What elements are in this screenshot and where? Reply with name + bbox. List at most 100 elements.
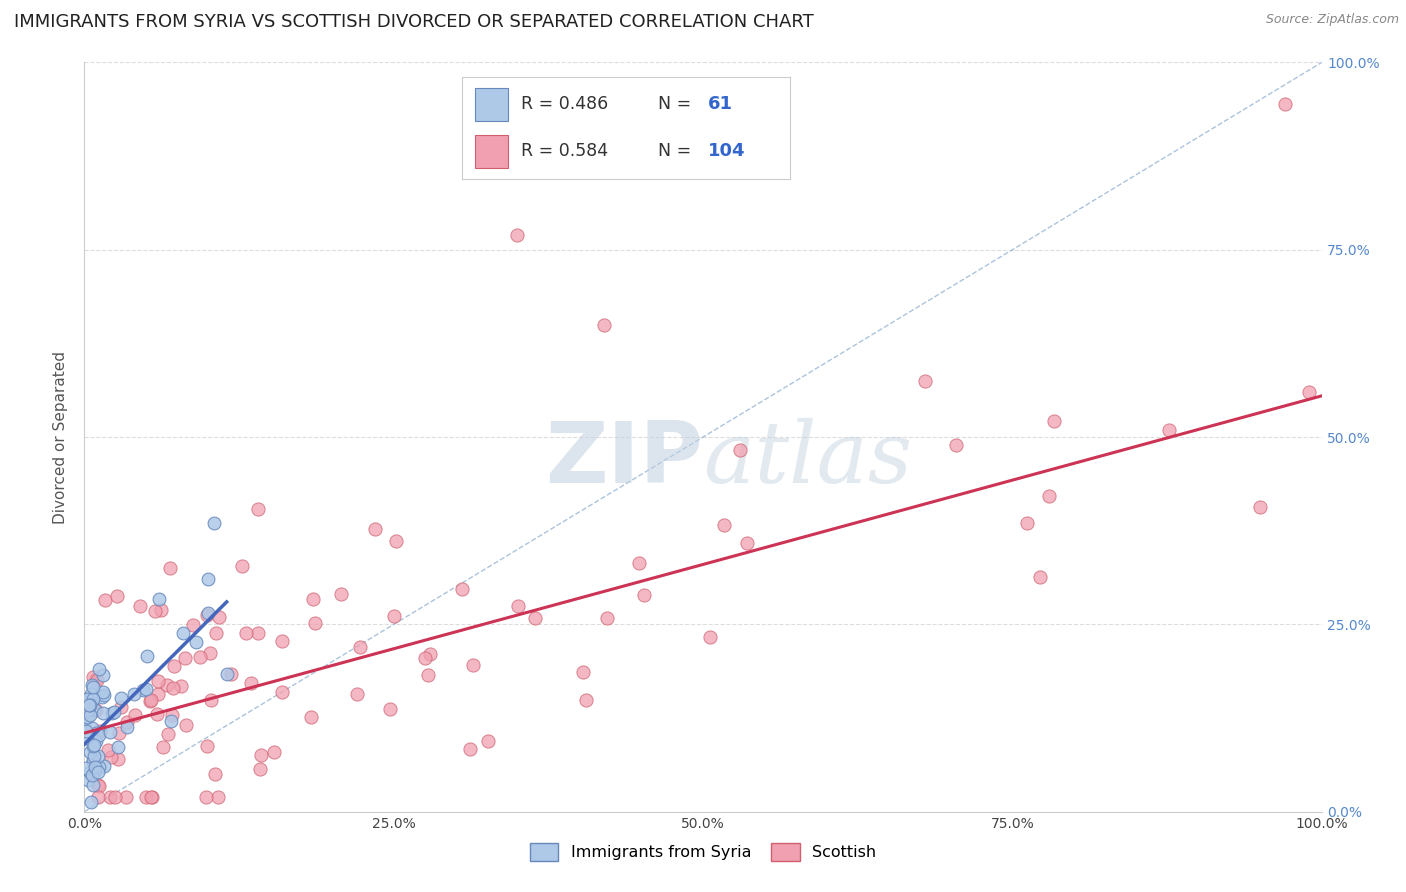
Point xyxy=(246,626,269,640)
Legend: Immigrants from Syria, Scottish: Immigrants from Syria, Scottish xyxy=(523,836,883,867)
Point xyxy=(302,592,325,607)
Point xyxy=(463,658,485,673)
Point xyxy=(93,593,115,607)
Point xyxy=(86,673,108,688)
Point xyxy=(152,740,174,755)
Point xyxy=(945,438,967,452)
Point xyxy=(156,678,179,692)
Point xyxy=(148,591,170,606)
Text: ZIP: ZIP xyxy=(546,418,703,501)
Point xyxy=(84,703,107,717)
Point xyxy=(239,676,262,690)
Point xyxy=(84,757,107,772)
Point xyxy=(418,668,440,682)
Point xyxy=(156,727,179,741)
Point xyxy=(160,714,183,729)
Point xyxy=(105,589,128,603)
Point xyxy=(219,666,242,681)
Point xyxy=(207,789,229,804)
Point xyxy=(1038,489,1060,503)
Point xyxy=(572,665,595,679)
Point xyxy=(82,680,104,694)
Point xyxy=(163,659,186,673)
Point xyxy=(82,768,104,782)
Y-axis label: Divorced or Separated: Divorced or Separated xyxy=(53,351,69,524)
Point xyxy=(110,690,132,705)
Point xyxy=(77,698,100,712)
Point xyxy=(93,706,115,720)
Point xyxy=(82,753,104,767)
Point xyxy=(76,692,98,706)
Point xyxy=(132,683,155,698)
Point xyxy=(914,374,936,388)
Point xyxy=(200,693,222,707)
Point xyxy=(77,703,100,717)
Point xyxy=(1043,414,1066,428)
Point xyxy=(162,707,184,722)
Point xyxy=(451,582,474,596)
Point xyxy=(79,745,101,759)
Point xyxy=(91,668,114,682)
Point xyxy=(80,795,103,809)
Point xyxy=(247,502,270,516)
Point xyxy=(122,687,145,701)
Point xyxy=(76,710,98,724)
Point xyxy=(79,698,101,712)
Point xyxy=(249,748,271,763)
Point xyxy=(97,743,120,757)
Point xyxy=(159,561,181,575)
Point xyxy=(170,679,193,693)
Text: atlas: atlas xyxy=(703,418,912,501)
Point xyxy=(349,640,371,654)
Point xyxy=(458,741,481,756)
Point xyxy=(162,681,184,696)
Point xyxy=(200,646,222,660)
Point xyxy=(86,778,108,792)
Point xyxy=(380,702,402,716)
Point xyxy=(172,626,194,640)
Point xyxy=(195,739,218,753)
Point xyxy=(135,681,157,696)
Point xyxy=(80,721,103,735)
Point xyxy=(699,630,721,644)
Point xyxy=(93,688,115,702)
Point xyxy=(108,726,131,740)
Point xyxy=(329,587,352,601)
Point xyxy=(150,603,173,617)
Point xyxy=(93,685,115,699)
Point xyxy=(80,678,103,692)
Point xyxy=(84,734,107,748)
Point xyxy=(87,749,110,764)
Point xyxy=(82,670,104,684)
Point xyxy=(263,745,285,759)
Point xyxy=(174,651,197,665)
Point xyxy=(382,608,405,623)
Point xyxy=(98,789,121,804)
Point xyxy=(89,723,111,738)
Point xyxy=(593,318,616,332)
Point xyxy=(1249,500,1271,514)
Point xyxy=(713,517,735,532)
Point xyxy=(75,724,97,739)
Point xyxy=(184,635,207,649)
Point xyxy=(633,588,655,602)
Point xyxy=(523,611,546,625)
Point xyxy=(77,772,100,787)
Point xyxy=(110,699,132,714)
Point xyxy=(195,608,218,623)
Point xyxy=(107,739,129,754)
Point xyxy=(596,611,619,625)
Point xyxy=(124,708,146,723)
Point xyxy=(82,778,104,792)
Point xyxy=(249,762,271,776)
Point xyxy=(79,687,101,701)
Point xyxy=(506,227,529,242)
Point xyxy=(76,705,98,719)
Point xyxy=(271,685,294,699)
Point xyxy=(139,692,162,706)
Point xyxy=(115,720,138,734)
Point xyxy=(93,759,115,773)
Point xyxy=(90,690,112,704)
Point xyxy=(728,442,751,457)
Point xyxy=(79,708,101,723)
